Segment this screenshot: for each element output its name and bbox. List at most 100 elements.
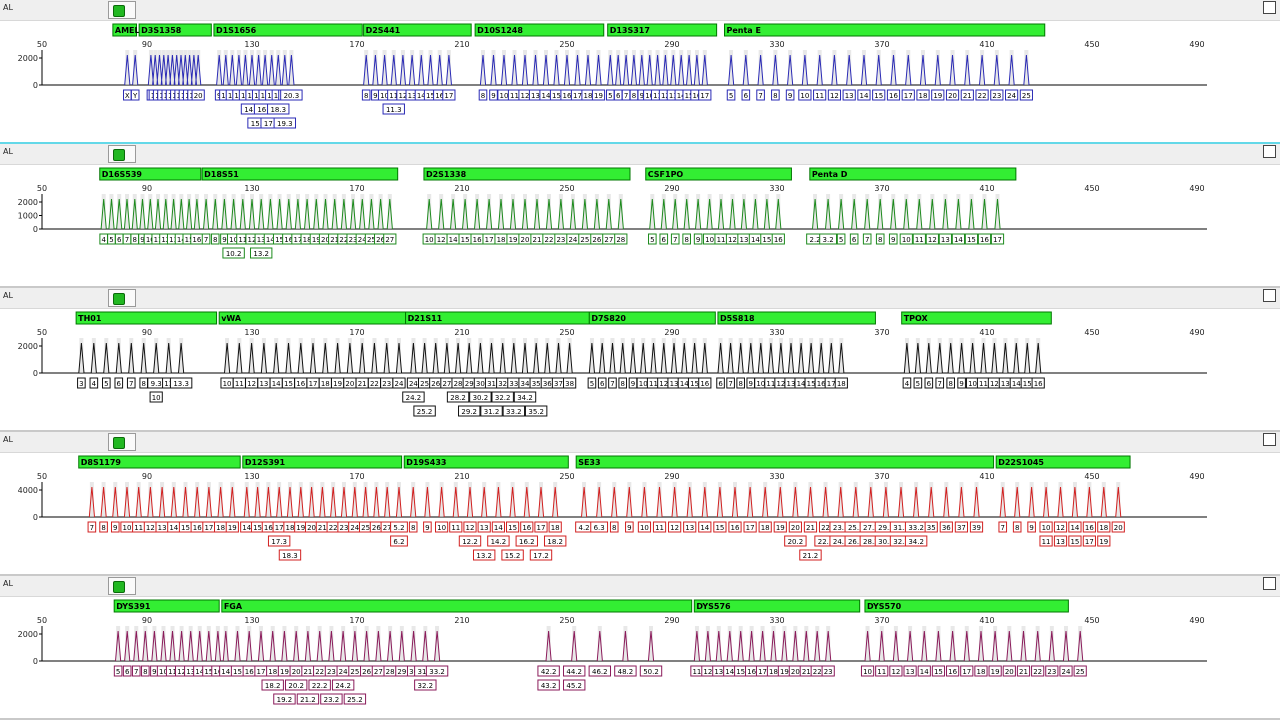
allele-call-label[interactable]: 14: [446, 233, 460, 245]
allele-call-label[interactable]: 19: [773, 521, 787, 533]
allele-call-label[interactable]: 5: [648, 233, 657, 245]
allele-call-label[interactable]: 8: [99, 521, 108, 533]
allele-call-label[interactable]: 16: [886, 89, 901, 101]
allele-call-label[interactable]: 38: [563, 377, 577, 389]
allele-call-label[interactable]: 7: [126, 377, 136, 389]
allele-call-label[interactable]: 17: [990, 233, 1005, 245]
allele-call-label[interactable]: 15: [178, 521, 193, 533]
marker-label-d3s1358[interactable]: D3S1358: [138, 23, 212, 37]
allele-call-label[interactable]: 13.2: [249, 247, 273, 259]
allele-call-label[interactable]: 15.2: [501, 549, 524, 561]
allele-call-label[interactable]: 27: [602, 233, 616, 245]
allele-call-label[interactable]: 21: [530, 233, 544, 245]
allele-call-label[interactable]: 24: [336, 665, 350, 677]
allele-call-label[interactable]: 8: [408, 521, 418, 533]
allele-call-label[interactable]: 48.2: [614, 665, 637, 677]
allele-call-label[interactable]: 28.2: [446, 391, 470, 403]
allele-call-label[interactable]: 6: [741, 89, 751, 101]
allele-call-label[interactable]: 14: [167, 521, 181, 533]
allele-call-label[interactable]: 35.2: [524, 405, 548, 417]
allele-call-label[interactable]: 14: [723, 665, 737, 677]
allele-call-label[interactable]: 12: [987, 377, 1002, 389]
allele-call-label[interactable]: 13: [1053, 535, 1068, 547]
allele-call-label[interactable]: 25: [578, 233, 592, 245]
allele-call-label[interactable]: 32.2: [414, 679, 437, 691]
allele-call-label[interactable]: 12: [827, 89, 842, 101]
allele-call-label[interactable]: 5: [102, 377, 111, 389]
allele-call-label[interactable]: 32.2: [491, 391, 514, 403]
allele-call-label[interactable]: 19: [591, 89, 606, 101]
allele-call-label[interactable]: 20: [788, 665, 802, 677]
allele-call-label[interactable]: 20: [343, 377, 357, 389]
allele-call-label[interactable]: 21: [1016, 665, 1031, 677]
allele-call-label[interactable]: 23: [990, 89, 1004, 101]
allele-call-label[interactable]: 36: [540, 377, 554, 389]
allele-call-label[interactable]: 25: [348, 665, 362, 677]
allele-call-label[interactable]: 8: [478, 89, 488, 101]
allele-call-label[interactable]: 17: [960, 665, 974, 677]
allele-call-label[interactable]: 16: [771, 233, 785, 245]
allele-call-label[interactable]: 18: [266, 665, 280, 677]
allele-call-label[interactable]: 17: [755, 665, 770, 677]
allele-call-label[interactable]: 9: [785, 89, 795, 101]
allele-call-label[interactable]: 5.2: [390, 521, 408, 533]
allele-call-label[interactable]: X: [123, 89, 132, 101]
allele-call-label[interactable]: 15: [734, 665, 748, 677]
allele-call-label[interactable]: 34.2: [513, 391, 537, 403]
allele-call-label[interactable]: 17: [534, 521, 548, 533]
allele-call-label[interactable]: 6: [924, 377, 934, 389]
allele-call-label[interactable]: 14.2: [487, 535, 510, 547]
allele-call-label[interactable]: 27: [383, 233, 397, 245]
allele-call-label[interactable]: 15: [931, 665, 946, 677]
allele-call-label[interactable]: 8: [875, 233, 885, 245]
allele-call-label[interactable]: 14: [917, 665, 931, 677]
allele-call-label[interactable]: 25: [417, 377, 432, 389]
allele-call-label[interactable]: 19: [277, 665, 292, 677]
allele-call-label[interactable]: 6: [613, 89, 623, 101]
dye-color-button[interactable]: [108, 289, 136, 307]
allele-call-label[interactable]: 6: [849, 233, 859, 245]
allele-call-label[interactable]: 11: [232, 377, 246, 389]
allele-call-label[interactable]: 46.2: [588, 665, 612, 677]
allele-call-label[interactable]: 6: [716, 377, 725, 389]
allele-call-label[interactable]: 23.2: [320, 693, 343, 705]
allele-call-label[interactable]: 24.2: [402, 391, 425, 403]
allele-call-label[interactable]: 4: [99, 233, 108, 245]
allele-call-label[interactable]: 28: [451, 377, 465, 389]
allele-call-label[interactable]: 17: [202, 521, 216, 533]
allele-call-label[interactable]: 21: [803, 521, 818, 533]
allele-call-label[interactable]: 20: [945, 89, 960, 101]
allele-call-label[interactable]: 7: [131, 665, 141, 677]
marker-label-th01[interactable]: TH01: [75, 311, 218, 325]
allele-call-label[interactable]: 11: [449, 521, 463, 533]
allele-call-label[interactable]: 18: [214, 521, 228, 533]
dye-panel-blue[interactable]: AL AMEL D3S1358 D1S1656 D2S441 D10S1248 D13S31…: [0, 0, 1280, 144]
allele-call-label[interactable]: 11: [976, 377, 991, 389]
allele-call-label[interactable]: 10: [637, 521, 652, 533]
allele-call-label[interactable]: 3.2: [819, 233, 837, 245]
allele-call-label[interactable]: 33.2: [502, 405, 526, 417]
marker-label-d12s391[interactable]: D12S391: [242, 455, 403, 469]
marker-label-d19s433[interactable]: D19S433: [403, 455, 569, 469]
allele-call-label[interactable]: 8: [130, 233, 140, 245]
allele-call-label[interactable]: 24: [566, 233, 580, 245]
allele-call-label[interactable]: 35: [924, 521, 938, 533]
allele-call-label[interactable]: 25: [1019, 89, 1033, 101]
allele-call-label[interactable]: 11: [813, 89, 827, 101]
allele-call-label[interactable]: 22.2: [308, 679, 331, 691]
allele-call-label[interactable]: 8: [618, 377, 628, 389]
allele-call-label[interactable]: 16: [728, 521, 742, 533]
allele-call-label[interactable]: 16: [294, 377, 308, 389]
allele-call-label[interactable]: 29: [395, 665, 409, 677]
allele-call-label[interactable]: 4: [89, 377, 99, 389]
allele-call-label[interactable]: 22: [313, 665, 327, 677]
allele-call-label[interactable]: 14: [698, 521, 712, 533]
allele-call-label[interactable]: 11: [912, 233, 926, 245]
dye-panel-purple[interactable]: AL DYS391 FGA DYS576 DYS570 50 90 130 170 210 250 2…: [0, 576, 1280, 720]
allele-call-label[interactable]: 13: [257, 377, 271, 389]
allele-call-label[interactable]: 22: [367, 377, 382, 389]
allele-call-label[interactable]: 50.2: [639, 665, 663, 677]
allele-call-label[interactable]: 32: [496, 377, 510, 389]
marker-label-d2s1338[interactable]: D2S1338: [423, 167, 631, 181]
allele-call-label[interactable]: 19.2: [273, 693, 296, 705]
